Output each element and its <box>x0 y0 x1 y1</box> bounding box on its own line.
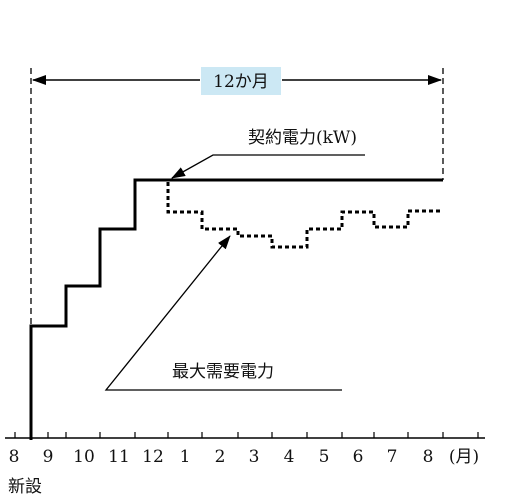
x-tick-label: 7 <box>387 447 398 467</box>
x-tick-label: 2 <box>215 447 226 467</box>
x-tick-label: 8 <box>9 447 20 467</box>
x-tick-label: 11 <box>108 447 130 467</box>
x-tick-label: 10 <box>73 447 95 467</box>
start-label: 新設 <box>8 477 42 497</box>
x-tick-label: 12 <box>142 447 164 467</box>
max-demand-line <box>135 178 443 249</box>
x-tick-label: 4 <box>284 447 295 467</box>
x-tick-label: 5 <box>319 447 330 467</box>
max-demand-leader <box>104 235 342 391</box>
x-tick-label: 9 <box>43 447 54 467</box>
x-axis-unit: (月) <box>449 447 479 467</box>
max-demand-label: 最大需要電力 <box>172 362 274 382</box>
x-tick-label: 6 <box>353 447 364 467</box>
x-tick-label: 1 <box>180 447 191 467</box>
contract-label-underline <box>171 154 365 179</box>
x-tick-label: 8 <box>423 447 434 467</box>
span-label-box <box>201 67 281 95</box>
contract-power-label: 契約電力(kW) <box>248 128 357 148</box>
contract-power-line <box>29 178 443 440</box>
x-axis-labels: 8 9 10 11 12 1 2 3 4 5 6 7 8 (月) <box>9 447 480 467</box>
x-tick-label: 3 <box>249 447 260 467</box>
span-label: 12か月 <box>213 72 269 92</box>
x-axis-ticks <box>14 432 479 438</box>
